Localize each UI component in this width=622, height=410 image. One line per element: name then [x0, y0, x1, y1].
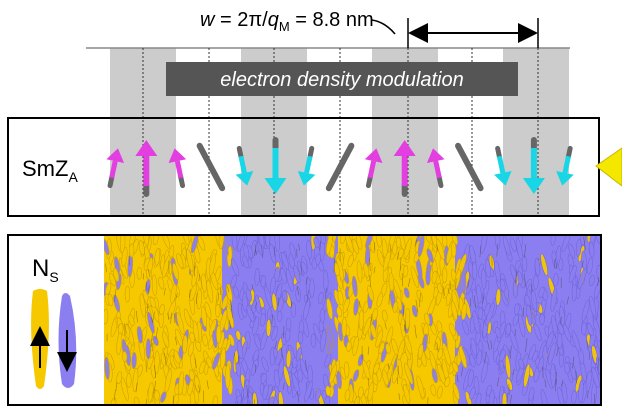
molecule-arrow [264, 137, 287, 194]
molecule-arrow [297, 145, 316, 186]
molecule-arrow [364, 148, 383, 189]
molecule-arrow [135, 140, 158, 197]
molecule-arrow [106, 148, 125, 189]
molecule-arrow [393, 140, 416, 197]
modulation-label-box [166, 62, 518, 96]
period-label: w = 2π/qM = 8.8 nm [200, 9, 374, 34]
smza-label: SmZA [22, 156, 78, 185]
ns-simulation-snapshot [104, 236, 600, 404]
molecule-arrow [522, 137, 545, 194]
molecule-arrow [494, 145, 512, 186]
molecule-arrow [556, 145, 574, 186]
ns-label: NS [32, 255, 59, 285]
molecule-rod [196, 142, 226, 192]
molecule-arrow [426, 148, 445, 189]
pointer-triangle [595, 147, 622, 187]
modulation-label: electron density modulation [220, 69, 463, 91]
molecule-arrow [235, 145, 254, 186]
period-leader-line [371, 19, 396, 35]
molecule-arrow [168, 148, 187, 189]
ns-legend-molecules [30, 289, 77, 389]
molecule-row [106, 137, 574, 197]
molecule-rod [455, 142, 484, 192]
molecule-rod [325, 142, 355, 192]
